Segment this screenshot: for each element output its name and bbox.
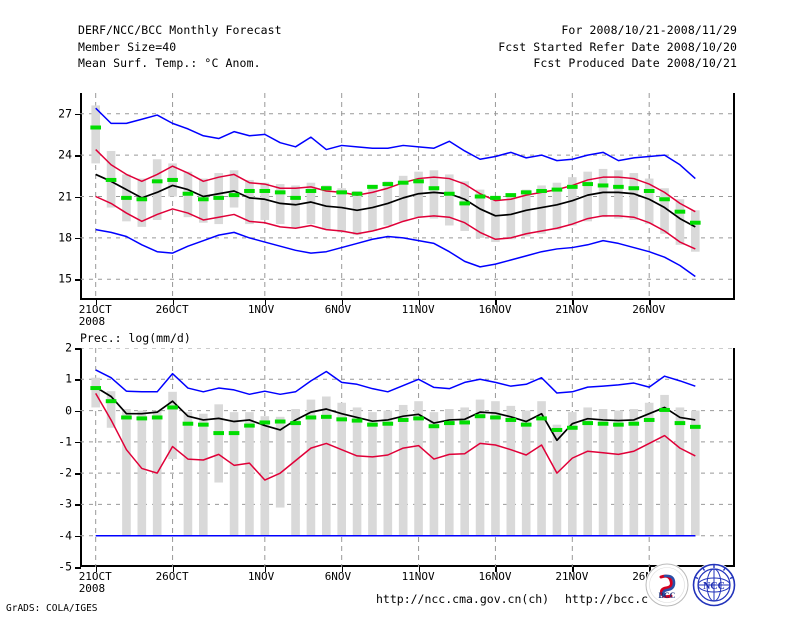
temperature-ytick-label: 18 (58, 230, 72, 245)
precipitation-plot-frame (80, 348, 735, 567)
temperature-xtick-mark (95, 300, 98, 305)
precipitation-svg (80, 348, 735, 567)
temperature-svg (80, 93, 735, 300)
precipitation-xtick-label: 21NOV (555, 570, 589, 583)
precipitation-panel (80, 348, 735, 567)
precipitation-ytick-label: 0 (65, 402, 72, 417)
temperature-ytick-mark (75, 113, 81, 116)
temperature-ytick-label: 15 (58, 271, 72, 286)
precipitation-ytick-label: -1 (58, 434, 72, 449)
forecast-period: For 2008/10/21-2008/11/29 (561, 23, 737, 37)
precipitation-observation-marks (90, 386, 701, 436)
precipitation-panel-label: Prec.: log(mm/d) (80, 331, 191, 345)
precipitation-series-0 (95, 369, 696, 396)
temperature-xtick-mark (649, 300, 651, 305)
precipitation-ytick-mark (75, 379, 81, 381)
temperature-xtick-label: 6NOV (324, 303, 352, 316)
precipitation-xtick-mark (264, 567, 267, 572)
temperature-xtick-label: 16NOV (478, 303, 512, 316)
precipitation-xtick-mark (495, 567, 497, 572)
forecast-start-date: Fcst Started Refer Date 2008/10/20 (498, 39, 737, 54)
precipitation-ytick-mark (75, 567, 81, 569)
temperature-xtick-label: 26NOV (632, 303, 666, 316)
temperature-series-2 (95, 173, 696, 228)
precipitation-xtick-label: 16NOV (478, 570, 512, 583)
temperature-xtick-mark (572, 300, 574, 305)
temperature-series-1 (95, 149, 696, 213)
temperature-ytick-mark (75, 279, 81, 281)
header-left-block: DERF/NCC/BCC Monthly Forecast Member Siz… (78, 22, 282, 72)
precipitation-spread-bars (91, 377, 700, 536)
precipitation-xtick-label: 1NOV (247, 570, 275, 583)
forecast-title: DERF/NCC/BCC Monthly Forecast (78, 23, 282, 37)
precipitation-ytick-mark (75, 410, 81, 413)
precipitation-ytick-label: 1 (65, 371, 72, 386)
precipitation-xtick-label: 11NOV (401, 570, 435, 583)
temperature-xtick-mark (341, 300, 344, 305)
temperature-xtick-label: 21NOV (555, 303, 589, 316)
precipitation-xtick-mark (572, 567, 574, 572)
precipitation-series-2 (95, 392, 696, 481)
precipitation-ytick-label: -4 (58, 527, 72, 542)
temperature-xaxis-year-label: 2008 (78, 315, 106, 328)
precipitation-xtick-mark (172, 567, 175, 572)
precipitation-xtick-label: 6NOV (324, 570, 352, 583)
precipitation-ytick-label: -5 (58, 559, 72, 574)
precipitation-ytick-label: -2 (58, 465, 72, 480)
bcc-url[interactable]: http://bcc.c (565, 592, 649, 606)
ncc-logo: NCC (692, 563, 736, 607)
precipitation-ytick-mark (75, 441, 81, 444)
precipitation-xtick-label: 26OCT (155, 570, 189, 583)
forecast-produced-date: Fcst Produced Date 2008/10/21 (533, 56, 737, 70)
precipitation-xaxis-year-label: 2008 (78, 582, 106, 595)
temperature-xtick-label: 21OCT (78, 303, 112, 316)
precipitation-ytick-mark (75, 535, 81, 538)
precipitation-ytick-label: 2 (65, 340, 72, 355)
temperature-ytick-mark (75, 155, 81, 157)
grads-credit: GrADS: COLA/IGES (6, 603, 98, 614)
temperature-ytick-label: 21 (58, 188, 72, 203)
precipitation-ytick-mark (75, 473, 81, 475)
precipitation-xtick-mark (95, 567, 98, 572)
temperature-observation-marks (90, 125, 701, 225)
chart-header: DERF/NCC/BCC Monthly Forecast Member Siz… (0, 22, 800, 80)
precipitation-plot-area (80, 348, 735, 567)
ncc-logo-icon: NCC (692, 563, 736, 607)
variable-label: Mean Surf. Temp.: °C Anom. (78, 56, 261, 70)
bcc-logo-icon: BCC (645, 563, 689, 607)
precipitation-ytick-mark (75, 348, 81, 350)
temperature-series-4 (95, 228, 696, 278)
temperature-xtick-mark (172, 300, 175, 305)
temperature-ytick-mark (75, 196, 81, 198)
temperature-xtick-label: 11NOV (401, 303, 435, 316)
temperature-series-3 (95, 195, 696, 250)
temperature-panel (80, 93, 735, 300)
temperature-series-0 (95, 107, 696, 180)
temperature-xtick-mark (495, 300, 497, 305)
bcc-logo: BCC (645, 563, 689, 607)
ncc-url[interactable]: http://ncc.cma.gov.cn(ch) (376, 592, 550, 606)
temperature-xtick-mark (418, 300, 421, 305)
temperature-xtick-label: 1NOV (247, 303, 275, 316)
precipitation-ytick-mark (75, 504, 81, 506)
temperature-ytick-mark (75, 237, 81, 240)
temperature-xtick-label: 26OCT (155, 303, 189, 316)
temperature-ytick-label: 27 (58, 105, 72, 120)
bcc-logo-text: BCC (659, 591, 676, 600)
precipitation-ytick-label: -3 (58, 496, 72, 511)
temperature-plot-area (80, 93, 735, 300)
precipitation-xtick-mark (418, 567, 421, 572)
precipitation-xtick-mark (341, 567, 344, 572)
precipitation-series-1 (95, 386, 696, 442)
member-size-label: Member Size=40 (78, 39, 177, 54)
temperature-ytick-label: 24 (58, 147, 72, 162)
ncc-logo-text: NCC (703, 581, 725, 592)
header-right-block: For 2008/10/21-2008/11/29 Fcst Started R… (498, 22, 737, 72)
temperature-xtick-mark (264, 300, 267, 305)
precipitation-xtick-label: 21OCT (78, 570, 112, 583)
